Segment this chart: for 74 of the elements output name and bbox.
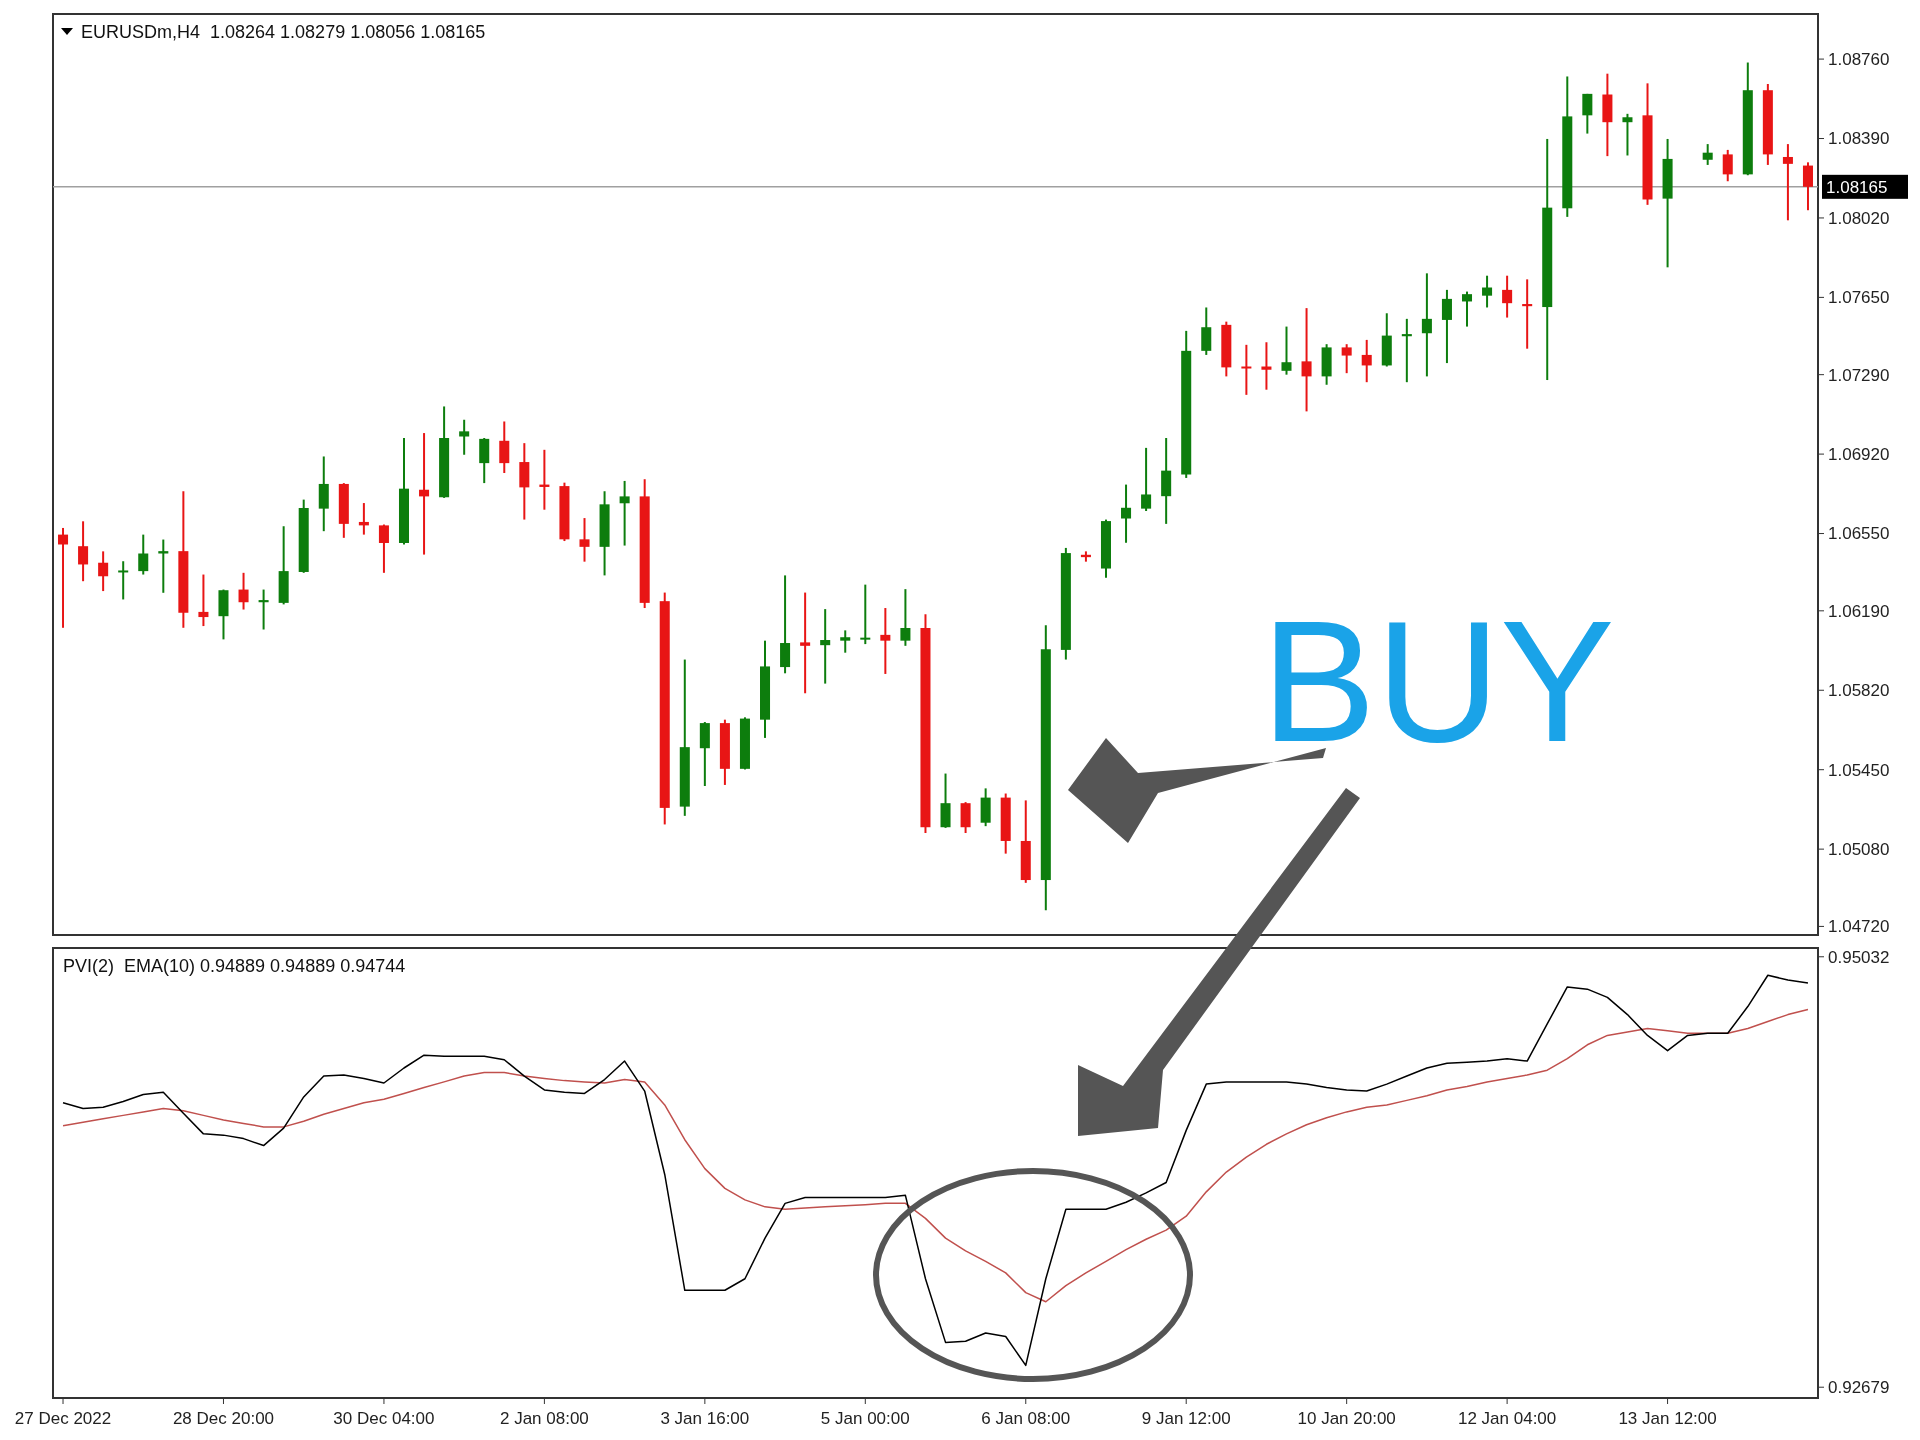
candlestick [820, 608, 831, 685]
y-tick-label: 1.05450 [1828, 760, 1890, 780]
y-tick-label: 1.07290 [1828, 365, 1890, 385]
candlestick [1702, 143, 1713, 166]
candlestick [840, 629, 851, 654]
x-tick-label: 13 Jan 12:00 [1618, 1409, 1717, 1428]
line-series [62, 974, 1809, 1367]
candlestick [158, 538, 169, 594]
y-tick-label: 1.05080 [1828, 840, 1890, 860]
x-tick-label: 10 Jan 20:00 [1297, 1409, 1396, 1428]
text: PVI(2) EMA(10) 0.94889 0.94889 0.94744 [63, 956, 406, 976]
candlestick [98, 550, 109, 593]
y-tick-label: 1.08020 [1828, 208, 1890, 228]
candlestick [1361, 338, 1372, 384]
candlestick [459, 418, 470, 456]
y-tick-label: 0.95032 [1828, 947, 1890, 967]
x-tick-label: 3 Jan 16:00 [660, 1409, 750, 1428]
candlestick [1341, 343, 1352, 375]
candlestick [1401, 317, 1412, 384]
candlestick [118, 560, 129, 601]
candlestick [860, 583, 871, 646]
candlestick [1802, 161, 1813, 212]
candlestick [198, 573, 209, 628]
annotation: BUY [1261, 585, 1615, 777]
candlestick [378, 523, 389, 574]
candlestick [1441, 288, 1452, 365]
candlestick [1281, 325, 1292, 376]
x-tick-label: 2 Jan 08:00 [499, 1409, 589, 1428]
ref-line-label: 1.08165 [1826, 177, 1888, 197]
y-tick-label: 1.06550 [1828, 524, 1890, 544]
candlestick [1201, 306, 1212, 356]
y-tick-label: 1.07650 [1828, 288, 1890, 308]
candlestick [258, 588, 269, 631]
candlestick [499, 420, 510, 474]
candlestick [1482, 274, 1493, 309]
y-tick-label: 1.06920 [1828, 445, 1890, 465]
candlestick [880, 607, 891, 675]
candlestick [138, 533, 149, 576]
candlestick [78, 520, 89, 583]
candlestick [1241, 343, 1252, 396]
candlestick [1782, 143, 1793, 222]
candlestick [579, 517, 590, 563]
candlestick [900, 588, 911, 647]
line-series [62, 1008, 1809, 1303]
candlestick [238, 571, 249, 611]
x-tick-label: 28 Dec 20:00 [172, 1409, 275, 1428]
candlestick [419, 432, 430, 556]
y-tick-label: 0.92679 [1828, 1378, 1890, 1398]
y-tick-label: 1.06190 [1828, 601, 1890, 621]
candlestick [1582, 92, 1593, 135]
candlestick [619, 479, 630, 547]
candlestick [1722, 148, 1733, 183]
candlestick [1461, 290, 1473, 328]
y-tick-label: 1.08760 [1828, 50, 1890, 70]
x-tick-label: 5 Jan 00:00 [820, 1409, 910, 1428]
candlestick [1261, 341, 1272, 391]
candlestick [1502, 274, 1513, 319]
x-tick-label: 9 Jan 12:00 [1141, 1409, 1231, 1428]
text: EURUSDm,H4 1.08264 1.08279 1.08056 1.08165 [81, 22, 486, 42]
x-tick-label: 12 Jan 04:00 [1457, 1409, 1557, 1428]
x-tick-label: 6 Jan 08:00 [981, 1409, 1071, 1428]
y-tick-label: 1.04720 [1828, 917, 1890, 937]
candlestick [800, 591, 811, 695]
candlestick [1121, 483, 1132, 544]
x-tick-label: 27 Dec 2022 [14, 1409, 112, 1428]
candlestick [1622, 112, 1633, 157]
candlestick [1141, 446, 1152, 512]
candlestick [58, 526, 69, 629]
candlestick [1522, 278, 1533, 350]
x-tick-label: 30 Dec 04:00 [333, 1409, 435, 1428]
candlestick [1421, 272, 1432, 378]
y-tick-label: 1.05820 [1828, 681, 1890, 701]
y-tick-label: 1.08390 [1828, 129, 1890, 149]
candlestick [1301, 307, 1312, 413]
